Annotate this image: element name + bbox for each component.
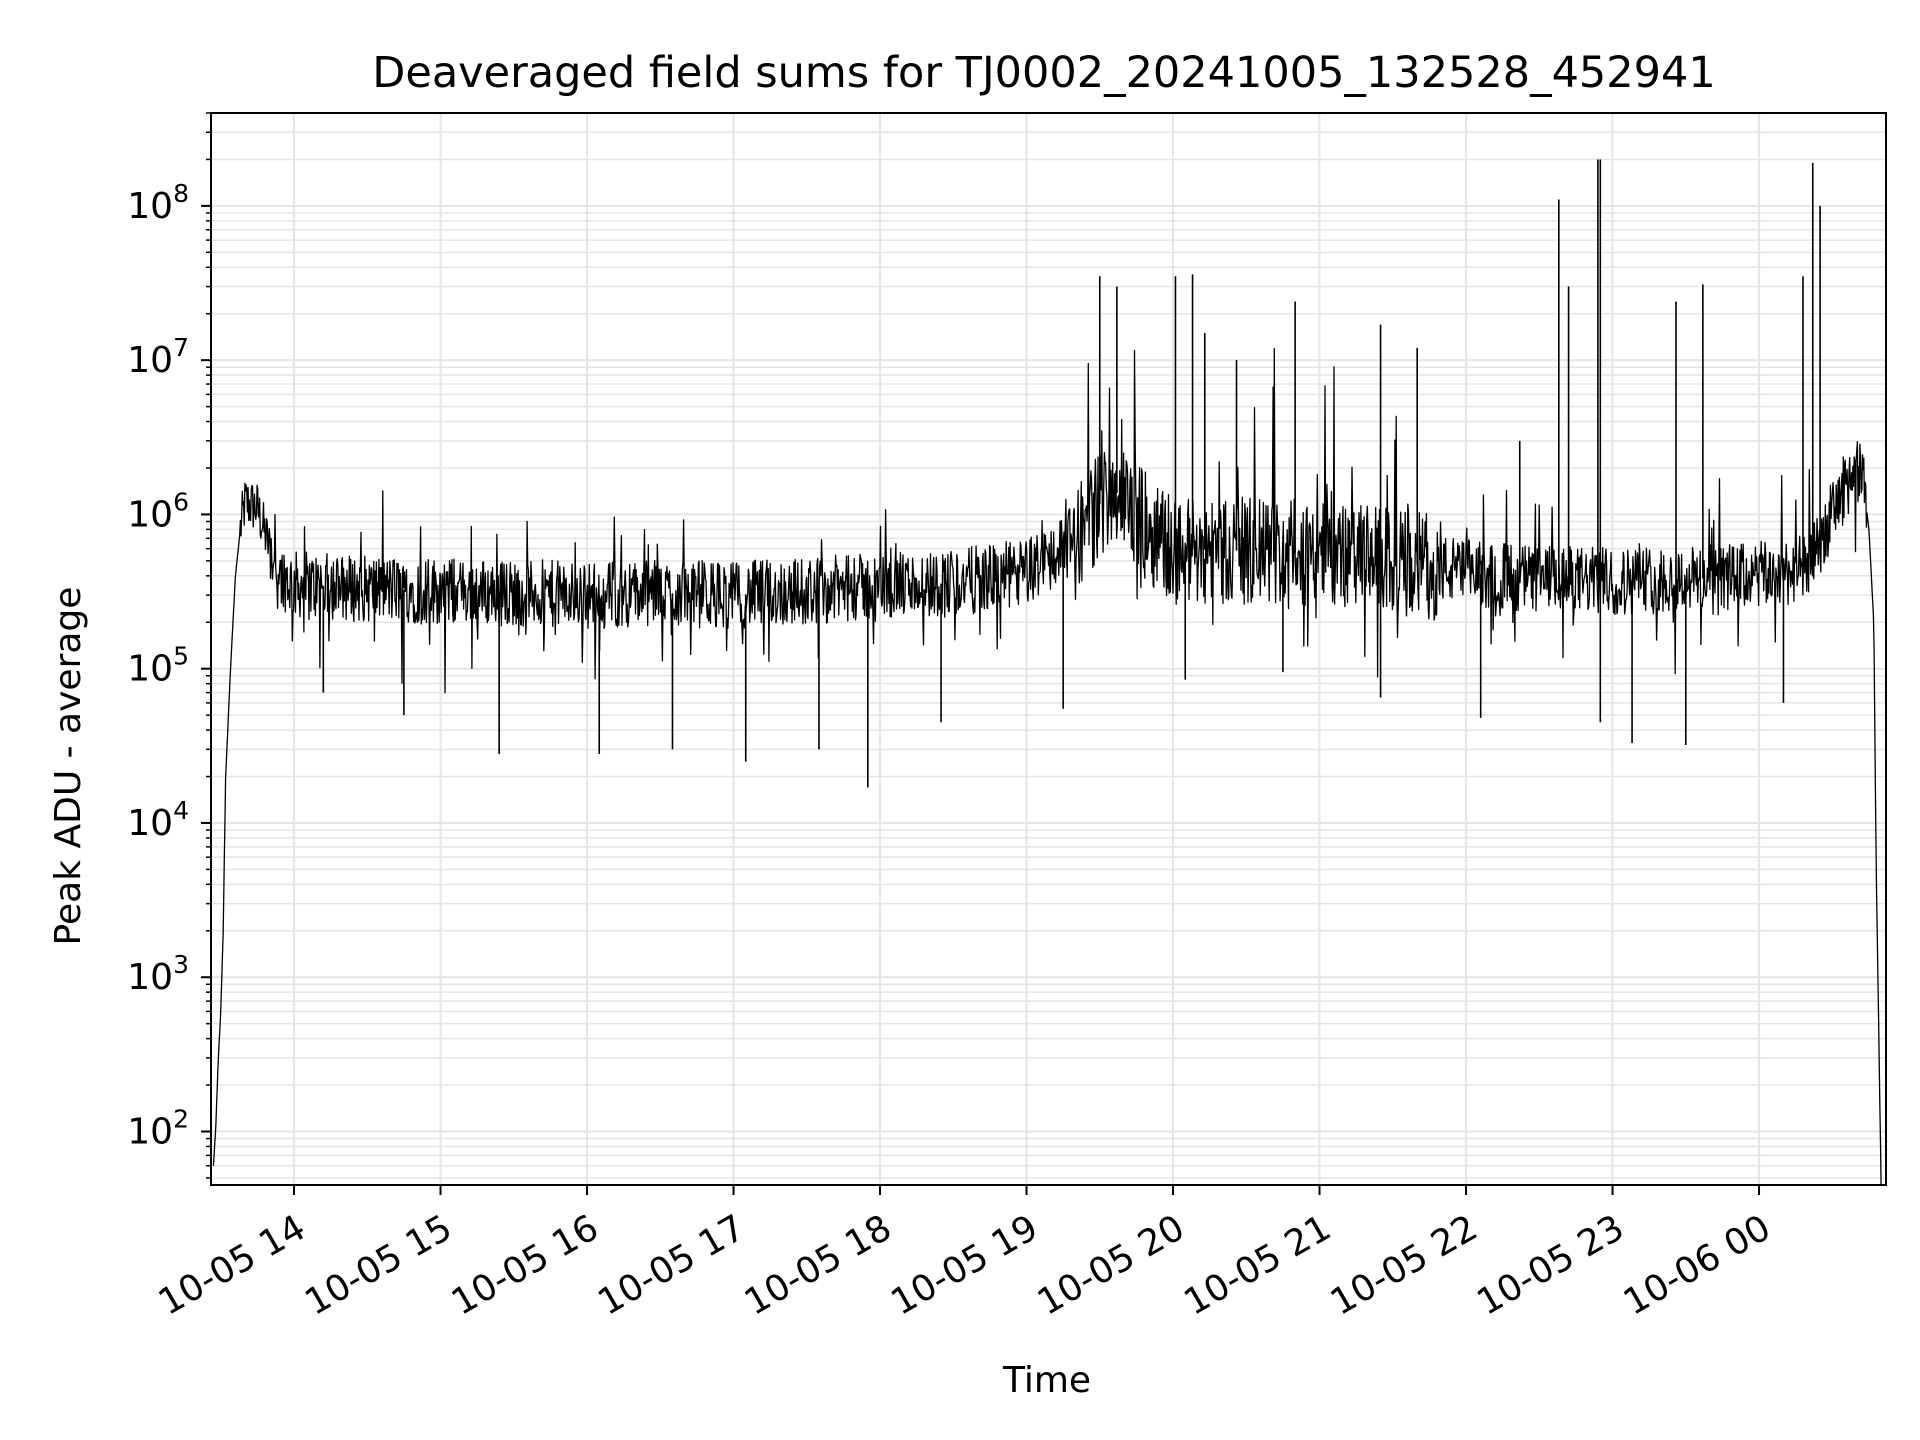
series-line — [212, 159, 1882, 1186]
x-tick-label: 10-05 21 — [1177, 1207, 1338, 1323]
x-axis-label: Time — [1002, 1360, 1091, 1401]
x-tick-label: 10-05 19 — [884, 1207, 1045, 1323]
x-tick-label: 10-05 22 — [1324, 1207, 1485, 1323]
grid — [211, 112, 1886, 1185]
y-tick-label: 107 — [127, 333, 189, 381]
x-tick-label: 10-05 16 — [445, 1207, 606, 1323]
x-tick-label: 10-06 00 — [1617, 1207, 1778, 1323]
x-tick-label: 10-05 17 — [591, 1207, 752, 1323]
series-path — [212, 347, 1882, 1186]
y-axis: 102 103 104 105 106 107 108 — [127, 112, 211, 1179]
chart-title: Deaveraged field sums for TJ0002_2024100… — [372, 48, 1715, 98]
y-tick-label: 102 — [127, 1105, 189, 1153]
y-tick-label: 106 — [127, 487, 189, 535]
x-tick-label: 10-05 15 — [298, 1207, 459, 1323]
plot-frame — [210, 112, 1887, 1186]
y-tick-label: 108 — [127, 179, 189, 227]
x-tick-label: 10-05 18 — [738, 1207, 899, 1323]
x-tick-label: 10-05 23 — [1470, 1207, 1631, 1323]
y-tick-label: 104 — [127, 796, 189, 844]
x-tick-label: 10-05 20 — [1031, 1207, 1192, 1323]
y-axis-label: Peak ADU - average — [48, 587, 89, 946]
y-tick-label: 103 — [127, 950, 189, 998]
y-tick-label: 105 — [127, 642, 189, 690]
x-tick-label: 10-05 14 — [152, 1207, 313, 1323]
